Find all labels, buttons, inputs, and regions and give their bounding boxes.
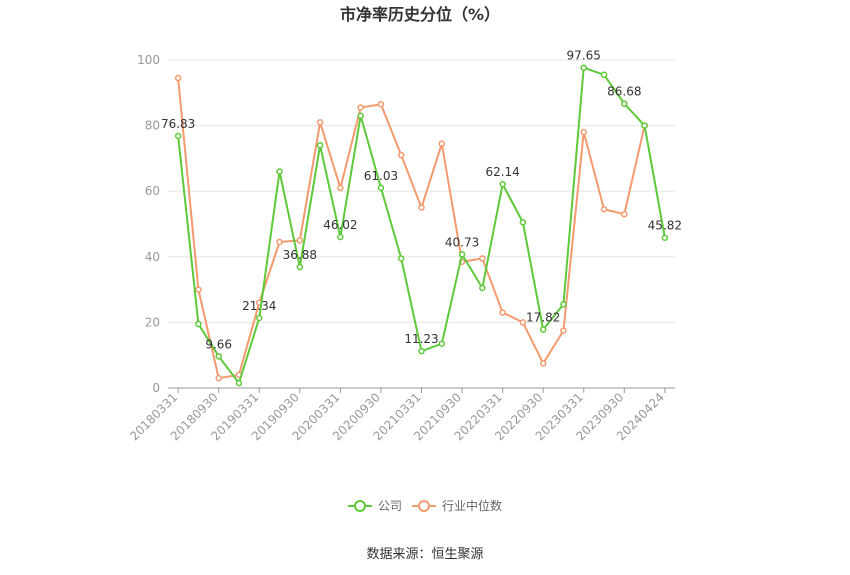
data-point bbox=[519, 219, 527, 226]
data-point bbox=[539, 360, 547, 367]
series-group bbox=[174, 64, 669, 387]
data-point bbox=[580, 64, 587, 71]
data-point bbox=[397, 255, 405, 262]
data-label: 45.82 bbox=[648, 219, 682, 233]
y-tick-label: 60 bbox=[145, 184, 160, 198]
legend-item-0[interactable]: 公司 bbox=[348, 499, 402, 513]
data-label: 36.88 bbox=[283, 248, 317, 262]
data-point bbox=[377, 101, 385, 108]
data-label: 21.34 bbox=[242, 299, 276, 313]
y-tick-label: 20 bbox=[145, 315, 160, 329]
data-label: 76.83 bbox=[161, 117, 195, 131]
legend-label: 公司 bbox=[378, 499, 402, 513]
data-point bbox=[377, 184, 385, 192]
y-tick-label: 80 bbox=[145, 119, 160, 133]
data-point bbox=[418, 204, 425, 211]
data-point bbox=[337, 184, 344, 192]
data-point bbox=[316, 142, 324, 149]
legend-marker bbox=[354, 500, 366, 512]
data-point bbox=[418, 347, 425, 355]
legend-item-1[interactable]: 行业中位数 bbox=[412, 498, 502, 513]
data-label: 61.03 bbox=[364, 169, 398, 183]
data-point bbox=[621, 210, 628, 218]
data-point bbox=[641, 122, 648, 129]
data-point bbox=[174, 74, 182, 82]
legend-label: 行业中位数 bbox=[442, 498, 502, 513]
data-point bbox=[519, 319, 527, 326]
data-label: 17.82 bbox=[526, 311, 560, 325]
data-point bbox=[438, 140, 446, 147]
data-point bbox=[215, 374, 222, 382]
data-point bbox=[276, 238, 283, 246]
data-point bbox=[438, 340, 446, 347]
data-point bbox=[479, 284, 486, 292]
data-point bbox=[174, 132, 182, 140]
data-label: 97.65 bbox=[567, 49, 601, 63]
data-point bbox=[195, 320, 202, 328]
data-point bbox=[276, 168, 283, 175]
data-point bbox=[600, 205, 608, 213]
y-tick-label: 40 bbox=[145, 250, 160, 264]
data-point bbox=[499, 309, 506, 316]
chart-title: 市净率历史分位（%） bbox=[340, 5, 500, 24]
data-label: 11.23 bbox=[404, 332, 438, 346]
data-point bbox=[195, 286, 202, 293]
legend-marker bbox=[418, 500, 430, 512]
data-point bbox=[560, 301, 567, 308]
data-point bbox=[560, 327, 567, 334]
series-line-1 bbox=[177, 77, 646, 380]
data-point bbox=[357, 112, 364, 120]
data-label: 86.68 bbox=[607, 85, 641, 99]
y-tick-label: 0 bbox=[152, 381, 160, 395]
source-note: 数据来源：恒生聚源 bbox=[366, 547, 483, 562]
data-point bbox=[479, 255, 486, 262]
data-point bbox=[539, 326, 547, 333]
y-tick-label: 100 bbox=[137, 53, 160, 67]
legend[interactable]: 公司 行业中位数 bbox=[348, 498, 502, 513]
data-point bbox=[296, 237, 304, 244]
data-point bbox=[235, 379, 243, 387]
data-point bbox=[621, 100, 628, 107]
data-point bbox=[215, 353, 222, 360]
data-point bbox=[499, 180, 506, 188]
data-label: 40.73 bbox=[445, 235, 479, 249]
data-point bbox=[296, 263, 304, 271]
data-labels: 76.83 9.66 21.34 36.88 46.02 61.03 11.23 40.73 6… bbox=[161, 49, 682, 352]
data-point bbox=[256, 314, 263, 322]
data-point bbox=[580, 128, 587, 136]
data-label: 9.66 bbox=[205, 337, 232, 351]
data-point bbox=[600, 71, 608, 79]
data-label: 62.14 bbox=[485, 165, 519, 179]
data-point bbox=[397, 151, 405, 159]
data-point bbox=[337, 233, 344, 241]
data-label: 46.02 bbox=[323, 218, 357, 232]
data-point bbox=[316, 119, 324, 126]
grid bbox=[168, 59, 675, 323]
data-point bbox=[458, 251, 466, 258]
data-point bbox=[661, 234, 669, 241]
axes: 0204060801002018033120180930201903312019… bbox=[127, 53, 675, 443]
data-point bbox=[357, 104, 364, 111]
